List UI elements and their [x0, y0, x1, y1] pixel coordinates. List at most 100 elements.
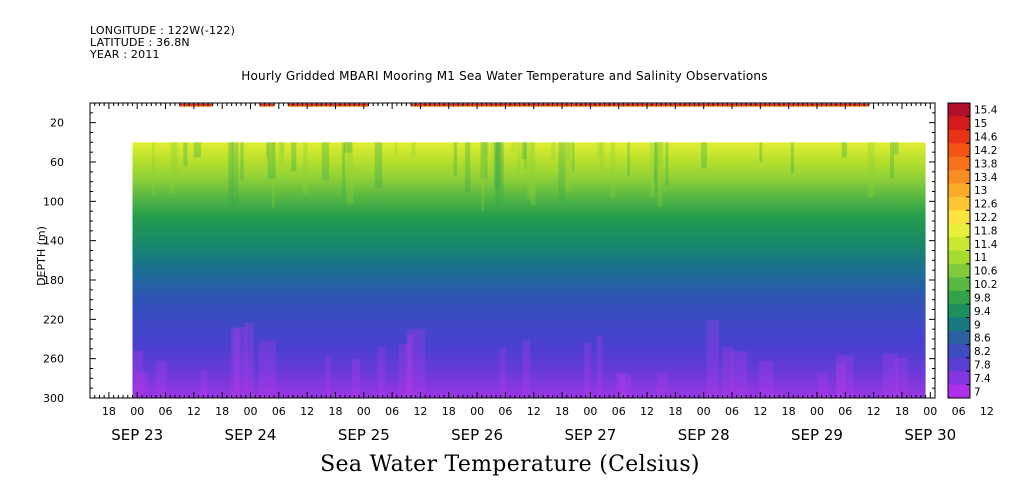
x-hour-label: 12: [867, 405, 881, 418]
colorbar-swatch: [948, 116, 970, 131]
colorbar-tick-label: 7: [974, 386, 981, 398]
x-date-label: SEP 27: [564, 426, 616, 444]
surface-segment-1: [179, 103, 213, 107]
surface-segment-3: [288, 103, 369, 107]
temperature-streak: [836, 363, 846, 398]
colorbar-tick-label: 10.2: [974, 279, 997, 291]
colorbar-swatch: [948, 263, 970, 278]
temperature-streak: [627, 142, 630, 177]
colorbar-swatch: [948, 330, 970, 345]
x-date-label: SEP 25: [338, 426, 390, 444]
temperature-streak: [407, 329, 426, 398]
x-hour-label: 18: [102, 405, 116, 418]
x-hour-label: 00: [583, 405, 597, 418]
x-hour-label: 06: [725, 405, 739, 418]
colorbar-swatch: [948, 103, 970, 117]
temperature-streak: [665, 142, 669, 186]
y-tick-label: 140: [43, 235, 64, 248]
temperature-streak: [480, 142, 488, 180]
temperature-streak: [653, 142, 657, 183]
temperature-streak: [374, 142, 383, 189]
x-hour-label: 12: [640, 405, 654, 418]
temperature-streak: [170, 142, 175, 194]
x-date-label: SEP 24: [225, 426, 277, 444]
temperature-streak: [649, 142, 655, 198]
temperature-streak: [258, 340, 276, 398]
axis-layer: 20 60 100 140 180 220 260 300 18 00 06 12 18 00 06 12 18…: [43, 102, 1009, 444]
y-tick-label: 20: [50, 117, 64, 130]
temperature-streak: [321, 142, 330, 181]
colorbar-tick-label: 14.6: [974, 132, 998, 144]
temperature-streak: [619, 374, 632, 398]
x-date-label: SEP 26: [451, 426, 503, 444]
temperature-streak: [278, 142, 285, 167]
temperature-streak: [496, 142, 504, 206]
temperature-streak: [893, 142, 899, 155]
temperature-streak: [481, 142, 486, 185]
x-hour-label: 12: [413, 405, 427, 418]
colorbar-swatch: [948, 277, 970, 292]
x-hour-label: 12: [753, 405, 767, 418]
colorbar-swatch: [948, 210, 970, 225]
y-tick-label: 60: [50, 156, 64, 169]
colorbar-swatch: [948, 143, 970, 158]
longitude-label: LONGITUDE : 122W(-122): [90, 24, 236, 37]
x-hour-label: 18: [555, 405, 569, 418]
temperature-streak: [233, 326, 248, 398]
x-hour-label: 06: [612, 405, 626, 418]
temperature-streak: [527, 142, 534, 200]
colorbar-tick-label: 15: [974, 118, 987, 130]
x-date-label: SEP 28: [678, 426, 730, 444]
colorbar-tick-label: 8.6: [974, 333, 991, 345]
temperature-streak: [759, 361, 774, 398]
x-hour-label: 06: [838, 405, 852, 418]
colorbar: 15.415 14.614.213.8 13.413 12.612.211.8 11.4…: [947, 102, 998, 399]
colorbar-swatch: [948, 344, 970, 359]
colorbar-swatch: [948, 371, 970, 386]
temperature-streak: [655, 142, 658, 193]
temperature-streak: [244, 322, 255, 398]
temperature-streak: [558, 142, 566, 203]
temperature-streak: [453, 142, 457, 176]
x-hour-label: 06: [385, 405, 399, 418]
y-tick-label: 300: [43, 392, 64, 405]
x-hour-label: 18: [895, 405, 909, 418]
temperature-streak: [867, 142, 875, 198]
temperature-streak: [572, 142, 575, 172]
x-hour-label: 18: [668, 405, 682, 418]
temperature-streak: [494, 142, 502, 188]
temperature-streak: [597, 142, 602, 158]
colorbar-tick-label: 12.2: [974, 212, 997, 224]
temperature-streak: [230, 328, 241, 398]
temperature-streak: [790, 142, 794, 173]
temperature-streak: [490, 142, 497, 173]
colorbar-tick-label: 13.4: [974, 172, 998, 184]
colorbar-tick-label: 7.4: [974, 373, 991, 385]
temperature-streak: [841, 142, 848, 158]
temperature-streak: [193, 142, 201, 158]
surface-segment-2: [259, 103, 275, 107]
deep-temperature-field: [132, 142, 926, 398]
y-tick-label: 180: [43, 274, 64, 287]
temperature-streak: [132, 350, 144, 398]
temperature-streak: [151, 142, 155, 195]
temperature-streak: [464, 142, 471, 193]
temperature-streak: [759, 142, 763, 163]
year-label: YEAR : 2011: [90, 48, 160, 61]
x-hour-label: 00: [923, 405, 937, 418]
colorbar-tick-label: 11.8: [974, 225, 997, 237]
temperature-streak: [231, 142, 239, 207]
latitude-label: LATITUDE : 36.8N: [90, 36, 190, 49]
colorbar-tick-label: 11: [974, 252, 987, 264]
temperature-streak: [616, 372, 626, 398]
temperature-streak: [499, 349, 506, 398]
x-hour-label: 12: [300, 405, 314, 418]
x-date-label: SEP 29: [791, 426, 843, 444]
x-hour-label: 12: [527, 405, 541, 418]
surface-segment-4: [411, 103, 869, 107]
colorbar-swatch: [948, 156, 970, 171]
colorbar-tick-label: 9.8: [974, 292, 991, 304]
temperature-streak: [524, 142, 527, 170]
temperature-streak: [411, 142, 416, 158]
